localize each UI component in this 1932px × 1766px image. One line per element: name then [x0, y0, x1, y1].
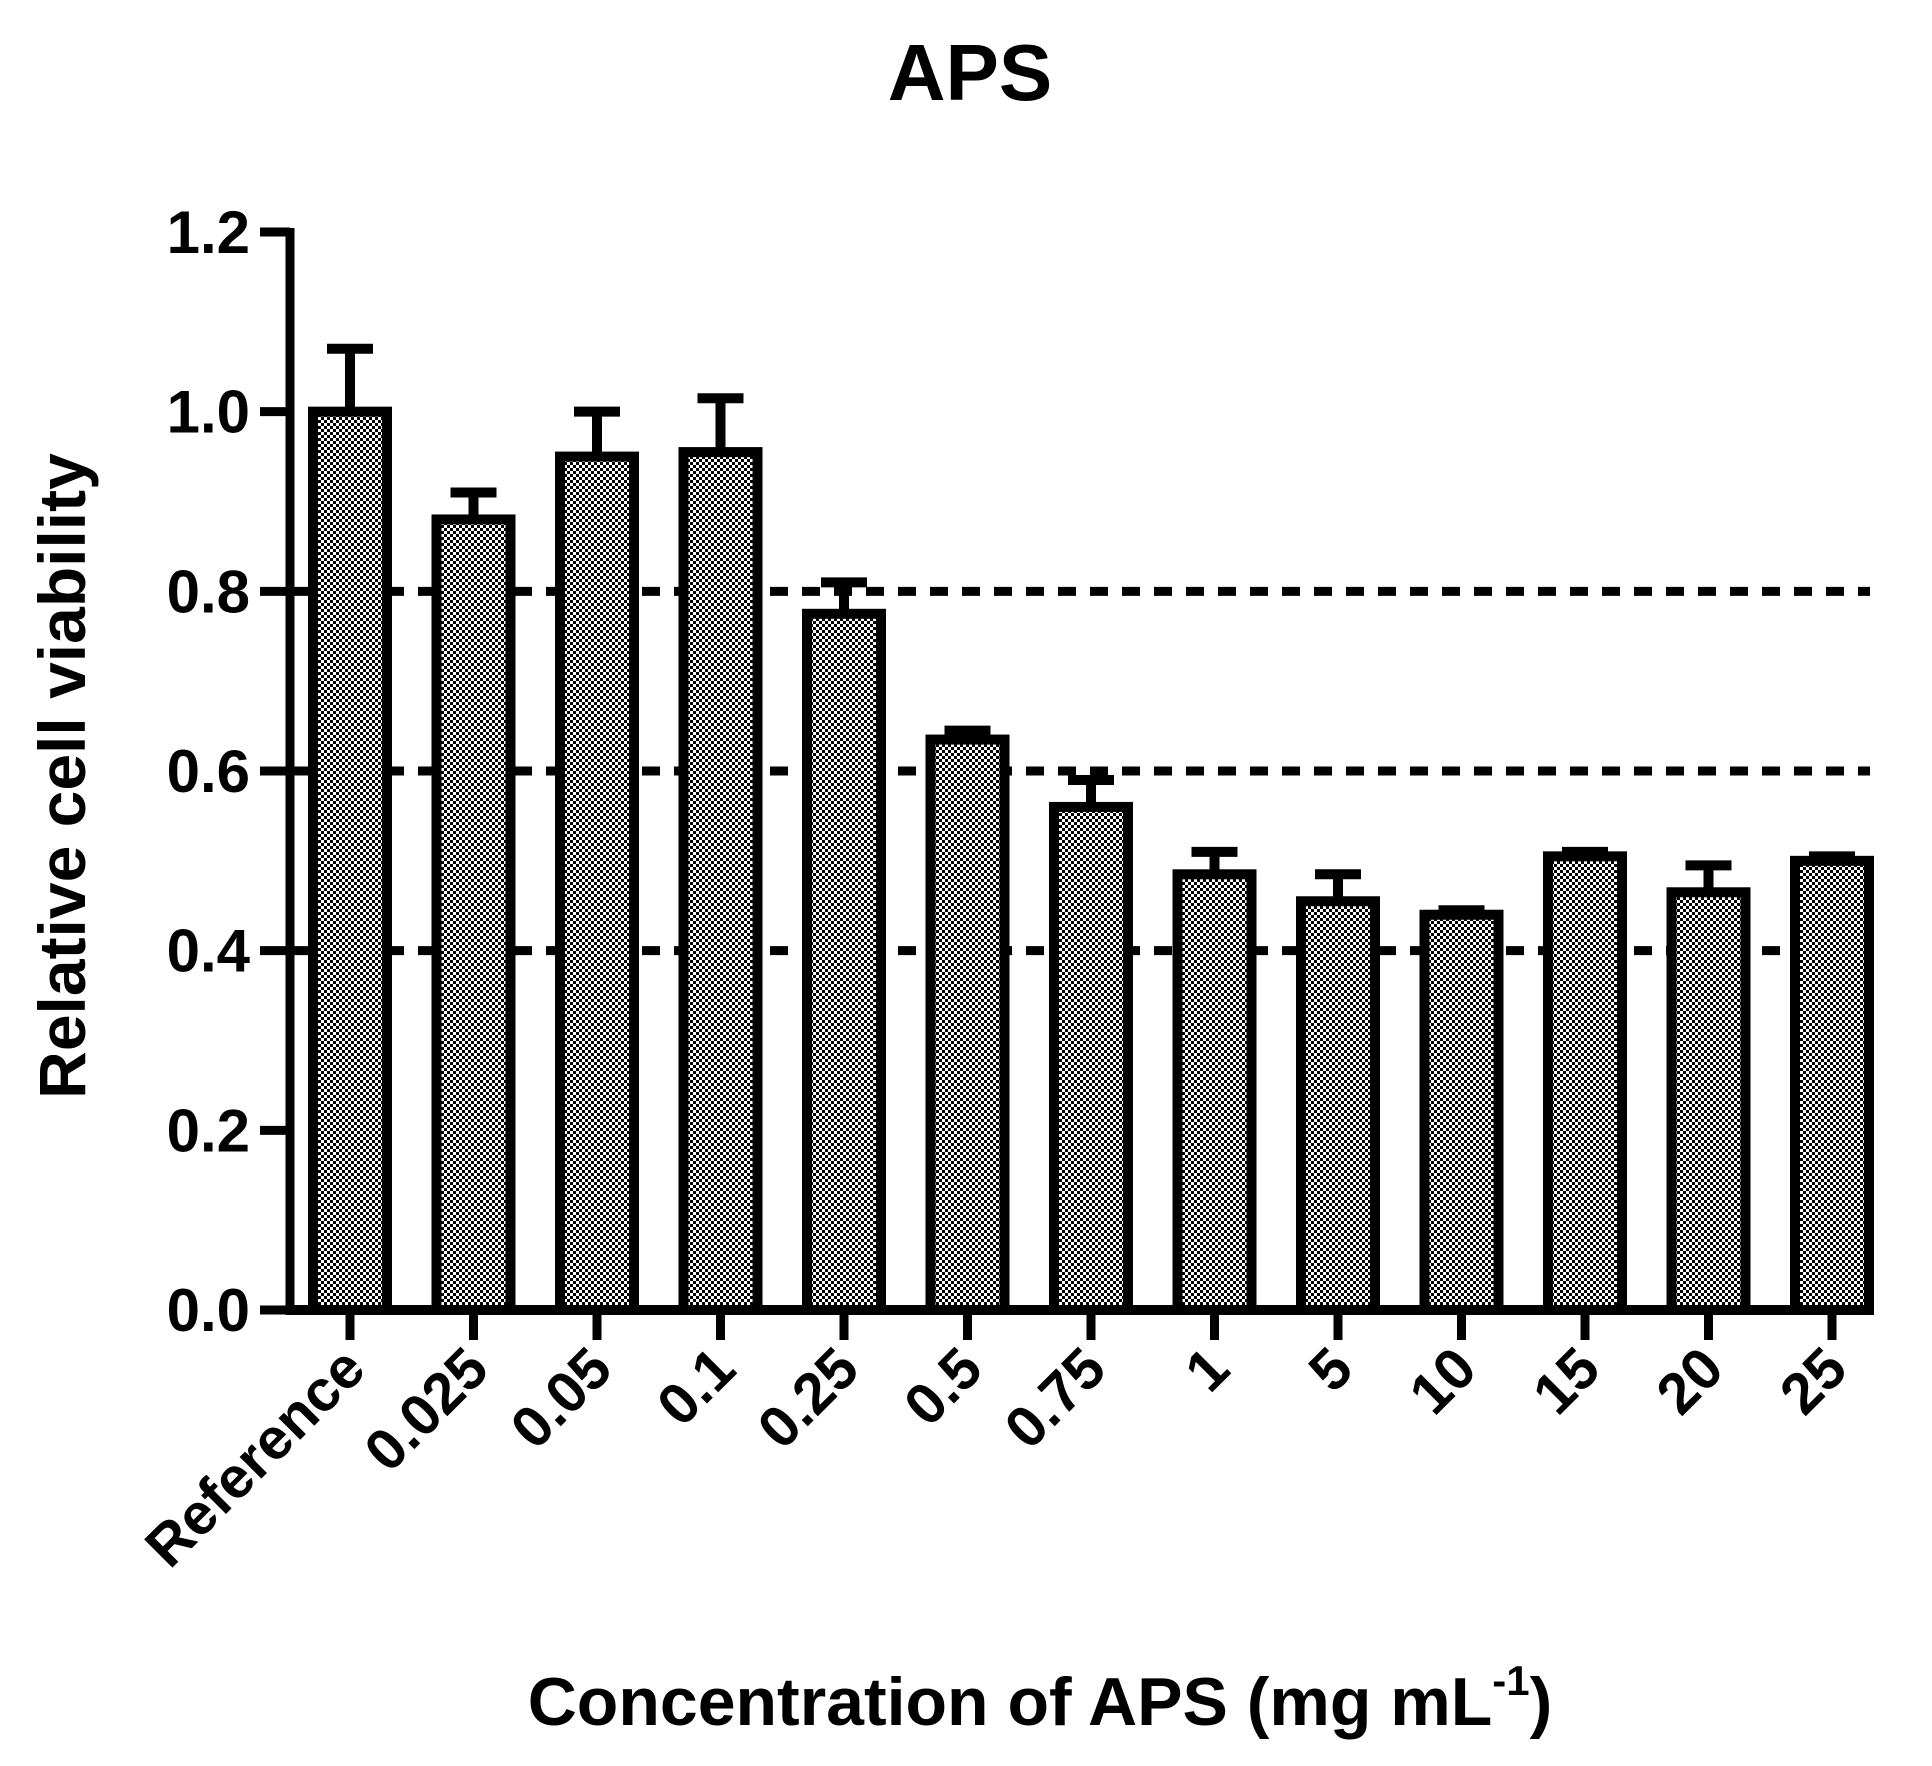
bar-2 [555, 451, 639, 1316]
y-tick-label-5: 1.0 [167, 379, 250, 446]
chart-title: APS [888, 28, 1053, 117]
bar-9 [1419, 909, 1504, 1315]
x-tick-label-4: 0.25 [745, 1335, 871, 1461]
x-tick-label-5: 0.5 [892, 1335, 995, 1438]
x-tick-label-1: 0.025 [352, 1335, 501, 1484]
x-tick-label-10: 15 [1521, 1335, 1613, 1427]
x-tick-label-0: Reference [133, 1335, 377, 1579]
x-tick-label-7: 1 [1173, 1335, 1242, 1404]
x-tick-label-9: 10 [1397, 1335, 1489, 1427]
x-tick-label-3: 0.1 [645, 1335, 748, 1438]
y-tick-label-6: 1.2 [167, 199, 250, 266]
y-tick-label-4: 0.8 [167, 558, 250, 625]
bars-group [308, 343, 1874, 1316]
bar-7 [1172, 869, 1257, 1316]
bar-0 [308, 406, 392, 1315]
y-tick-label-0: 0.0 [167, 1277, 250, 1344]
y-axis: 0.0 0.2 0.4 0.6 0.8 1.0 1.2 [167, 199, 295, 1344]
x-tick-label-8: 5 [1296, 1335, 1365, 1404]
y-tick-label-3: 0.6 [167, 738, 250, 805]
y-tick-label-1: 0.2 [167, 1097, 250, 1164]
x-tick-label-6: 0.75 [992, 1335, 1118, 1461]
x-axis-label-main: Concentration of APS (mg mL [528, 1664, 1493, 1740]
bar-12 [1790, 855, 1874, 1315]
bar-10 [1543, 851, 1627, 1315]
bar-11 [1666, 887, 1751, 1316]
x-axis-label-tail: ) [1530, 1664, 1553, 1740]
y-axis-label: Relative cell viability [25, 453, 99, 1099]
bar-3 [678, 447, 763, 1315]
bar-4 [802, 608, 886, 1315]
y-tick-label-2: 0.4 [167, 918, 251, 985]
bar-1 [431, 514, 516, 1315]
x-axis-label-superscript: -1 [1492, 1657, 1529, 1704]
x-axis-label: Concentration of APS (mg mL-1) [528, 1657, 1553, 1740]
x-tick-label-2: 0.05 [498, 1335, 624, 1461]
x-tick-label-12: 25 [1768, 1335, 1860, 1427]
bar-6 [1049, 801, 1133, 1316]
x-tick-label-11: 20 [1644, 1335, 1736, 1427]
bar-8 [1296, 896, 1380, 1316]
bar-5 [925, 734, 1010, 1315]
